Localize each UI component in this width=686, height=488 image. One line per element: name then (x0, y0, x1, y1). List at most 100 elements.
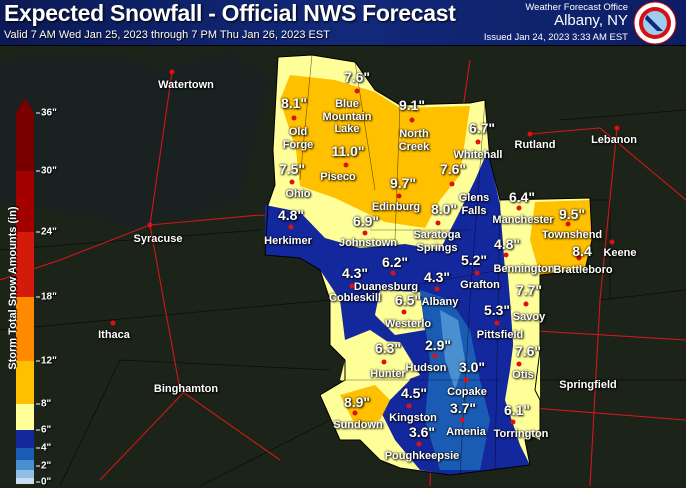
city-name: Edinburg (371, 201, 421, 213)
forecast-point-marker (474, 270, 480, 276)
city-name: Townshend (541, 229, 603, 241)
valid-period: Valid 7 AM Wed Jan 25, 2023 through 7 PM… (4, 29, 330, 41)
snowfall-amount: 3.0" (458, 359, 486, 375)
city-name: Grafton (460, 279, 500, 291)
legend-swatch (16, 232, 34, 297)
office-name: Albany, NY (554, 12, 628, 29)
legend-swatch (16, 460, 34, 470)
forecast-point-marker (494, 320, 500, 326)
city-name: Syracuse (133, 233, 183, 245)
legend-swatch (16, 361, 34, 404)
legend-tick: 30" (36, 166, 57, 177)
city-name: Torrington (493, 428, 549, 440)
city-marker (614, 125, 620, 131)
legend-tick: 18" (36, 292, 57, 303)
legend-color-bar (16, 98, 34, 484)
snowfall-amount: 9.1" (398, 97, 426, 113)
legend-tick: 12" (36, 356, 57, 367)
snowfall-amount: 4.3" (423, 269, 451, 285)
city-name: Binghamton (153, 383, 219, 395)
snowfall-amount: 11.0" (331, 143, 365, 159)
city-name: Duanesburg (353, 281, 419, 293)
snowfall-amount: 9.7" (389, 175, 417, 191)
snowfall-amount: 3.7" (449, 400, 477, 416)
city-name: Pittsfield (476, 329, 524, 341)
forecast-point-marker (289, 179, 295, 185)
city-name: Johnstown (338, 237, 398, 249)
city-name: Springfield (559, 379, 617, 391)
snowfall-amount: 4.8" (277, 207, 305, 223)
snowfall-amount: 6.1" (503, 402, 531, 418)
city-name: Rutland (514, 139, 556, 151)
legend-tick: 8" (36, 399, 51, 410)
header-banner: Expected Snowfall - Official NWS Forecas… (0, 0, 686, 46)
office-label: Weather Forecast Office (525, 2, 628, 13)
city-name: Piseco (320, 171, 356, 183)
city-name: Otis (512, 369, 534, 381)
legend-tick: 2" (36, 461, 51, 472)
forecast-point-marker (449, 181, 455, 187)
forecast-point-marker (523, 301, 529, 307)
forecast-point-marker (463, 377, 469, 383)
city-name: Bennington (493, 263, 555, 275)
lake-ontario-region (0, 50, 270, 230)
legend-swatch (16, 404, 34, 430)
snowfall-amount: 2.9" (424, 337, 452, 353)
city-name: Savoy (512, 311, 546, 323)
forecast-point-marker (475, 139, 481, 145)
snowfall-amount: 6.9" (352, 213, 380, 229)
forecast-point-marker (435, 220, 441, 226)
forecast-point-marker (291, 115, 297, 121)
city-name: Blue Mountain Lake (322, 98, 372, 136)
snowfall-amount: 8.9" (343, 394, 371, 410)
forecast-point-marker (390, 270, 396, 276)
forecast-point-marker (406, 403, 412, 409)
city-name: Hudson (405, 362, 447, 374)
snowfall-amount: 8.4 (572, 243, 592, 259)
city-name: Watertown (158, 79, 214, 91)
city-name: Amenia (446, 426, 486, 438)
snowfall-amount: 7.6" (343, 69, 371, 85)
forecast-point-marker (503, 252, 509, 258)
legend-swatch (16, 470, 34, 478)
forecast-point-marker (396, 193, 402, 199)
city-name: Hunter (370, 368, 406, 380)
snowfall-amount: 7.7" (515, 282, 543, 298)
snowfall-amount: 8.1" (280, 95, 308, 111)
forecast-point-marker (432, 353, 438, 359)
snowfall-amount: 4.3" (341, 265, 369, 281)
legend-tick: 4" (36, 443, 51, 454)
city-name: Westerlo (384, 318, 432, 330)
snowfall-amount: 5.2" (460, 252, 488, 268)
city-marker (609, 239, 615, 245)
legend-swatch (16, 297, 34, 361)
city-marker (110, 320, 116, 326)
forecast-point-marker (352, 410, 358, 416)
city-name: Copake (447, 386, 487, 398)
city-marker (147, 222, 153, 228)
city-name: Albany (421, 296, 459, 308)
city-name: Keene (603, 247, 637, 259)
legend-tick: 36" (36, 108, 57, 119)
legend-swatch (16, 448, 34, 460)
city-name: Glens Falls (458, 192, 490, 217)
city-marker (169, 69, 175, 75)
forecast-point-marker (516, 205, 522, 211)
forecast-point-marker (343, 162, 349, 168)
forecast-point-marker (516, 361, 522, 367)
snowfall-amount: 5.3" (483, 302, 511, 318)
forecast-point-marker (288, 224, 294, 230)
forecast-point-marker (459, 417, 465, 423)
city-name: Ohio (285, 188, 311, 200)
snowfall-amount: 6.5" (394, 292, 422, 308)
forecast-point-marker (381, 359, 387, 365)
city-name: Ithaca (98, 329, 130, 341)
legend-swatch (16, 478, 34, 484)
city-name: Lebanon (591, 134, 637, 146)
snowfall-amount: 8.0" (430, 201, 458, 217)
city-name: Old Forge (282, 126, 314, 151)
snowfall-amount: 3.6" (408, 424, 436, 440)
page-title: Expected Snowfall - Official NWS Forecas… (4, 0, 456, 26)
city-name: Manchester (492, 214, 554, 226)
